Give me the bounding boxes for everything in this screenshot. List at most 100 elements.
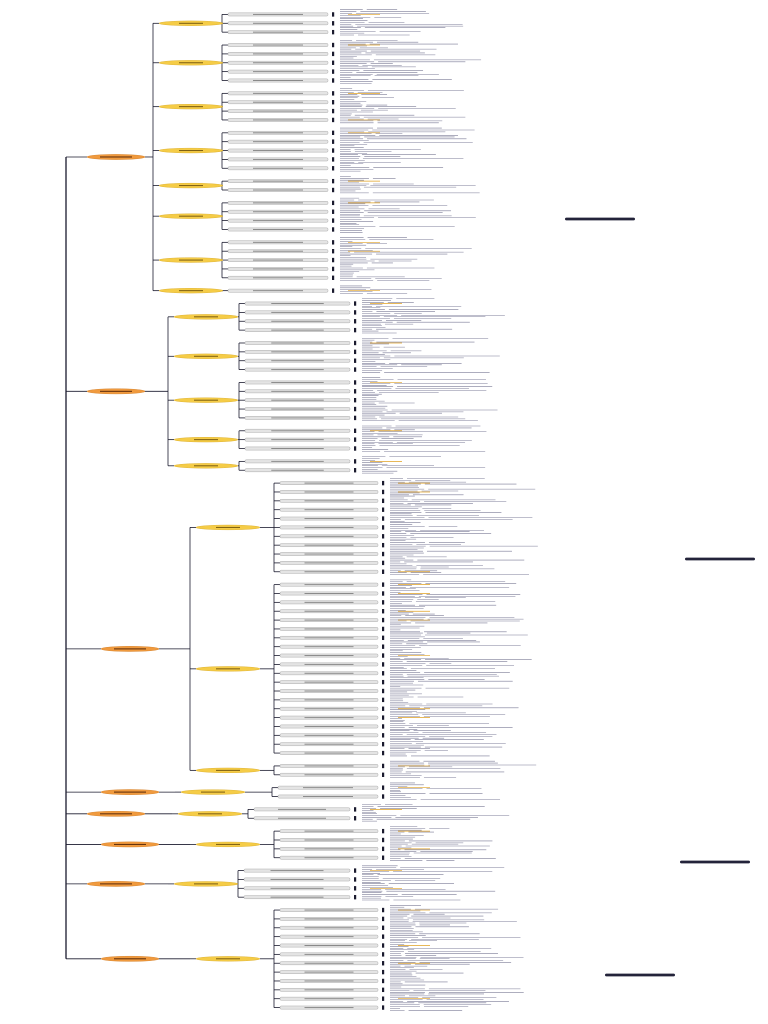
section-label-mark (114, 791, 146, 793)
leaf-label-mark (253, 141, 303, 143)
leaf-label-mark (253, 202, 303, 204)
leaf-label-mark (304, 518, 354, 520)
leaf-end-marker (382, 516, 385, 521)
group-label-mark (216, 769, 240, 771)
leaf-label-mark (271, 439, 324, 441)
leaf-end-marker (382, 996, 385, 1001)
leaf-end-marker (332, 218, 335, 223)
leaf-label-mark (271, 329, 324, 331)
leaf-end-marker (332, 117, 335, 123)
group-label-mark (179, 106, 203, 108)
leaf-end-marker (332, 139, 335, 144)
leaf-end-marker (382, 855, 385, 860)
summary-pill (565, 217, 635, 221)
group-label-mark (216, 668, 240, 670)
leaf-end-marker (382, 978, 385, 984)
leaf-end-marker (382, 591, 385, 596)
leaf-label-mark (304, 628, 354, 630)
leaf-end-marker (382, 969, 385, 975)
group-label-mark (179, 185, 203, 187)
leaf-end-marker (354, 301, 357, 306)
leaf-label-mark (253, 22, 303, 24)
leaf-label-mark (253, 92, 303, 94)
leaf-label-mark (304, 725, 354, 727)
leaf-label-mark (304, 526, 354, 528)
leaf-end-marker (382, 987, 385, 993)
leaf-end-marker (332, 78, 335, 83)
leaf-end-marker (332, 157, 335, 162)
section-label-mark (100, 883, 132, 885)
leaf-end-marker (382, 724, 385, 729)
leaf-end-marker (382, 498, 385, 504)
leaf-end-marker (382, 907, 385, 913)
group-label-mark (194, 439, 218, 441)
leaf-end-marker (382, 785, 385, 790)
leaf-label-mark (304, 953, 354, 955)
leaf-end-marker (382, 489, 385, 495)
leaf-label-mark (304, 610, 354, 612)
leaf-label-mark (304, 848, 354, 850)
leaf-label-mark (304, 989, 354, 991)
leaf-label-mark (304, 500, 354, 502)
leaf-end-marker (382, 644, 385, 649)
leaf-label-mark (253, 101, 303, 103)
section-label-mark (100, 813, 132, 815)
leaf-label-mark (253, 290, 303, 292)
group-label-mark (194, 355, 218, 357)
section-label-mark (114, 958, 146, 960)
leaf-end-marker (382, 934, 385, 939)
group-label-mark (179, 259, 203, 261)
leaf-end-marker (354, 367, 357, 372)
section-label-mark (114, 843, 146, 845)
leaf-end-marker (382, 837, 385, 843)
leaf-end-marker (382, 542, 385, 548)
leaf-label-mark (304, 672, 354, 674)
leaf-end-marker (354, 389, 357, 394)
section-label-mark (100, 156, 132, 158)
leaf-label-mark (253, 150, 303, 152)
leaf-label-mark (304, 482, 354, 484)
group-label-mark (179, 62, 203, 64)
leaf-label-mark (304, 544, 354, 546)
leaf-label-mark (271, 351, 324, 353)
leaf-end-marker (332, 257, 335, 263)
leaf-end-marker (382, 679, 385, 685)
leaf-label-mark (271, 303, 324, 305)
leaf-label-mark (278, 817, 326, 819)
leaf-end-marker (382, 943, 385, 948)
leaf-end-marker (382, 635, 385, 641)
leaf-label-mark (253, 13, 303, 15)
leaf-end-marker (332, 108, 335, 114)
leaf-end-marker (332, 100, 335, 105)
leaf-end-marker (354, 415, 357, 421)
leaf-label-mark (253, 31, 303, 33)
group-label-mark (201, 791, 225, 793)
leaf-end-marker (382, 662, 385, 667)
leaf-label-mark (304, 734, 354, 736)
leaf-label-mark (271, 460, 324, 462)
leaf-end-marker (332, 12, 335, 17)
leaf-label-mark (271, 448, 324, 450)
leaf-label-mark (253, 44, 303, 46)
leaf-label-mark (303, 796, 353, 798)
group-label-mark (216, 958, 240, 960)
leaf-label-mark (304, 646, 354, 648)
leaf-end-marker (354, 349, 357, 355)
leaf-label-mark (304, 491, 354, 493)
leaf-label-mark (253, 158, 303, 160)
group-label-mark (179, 22, 203, 24)
leaf-end-marker (332, 275, 335, 280)
leaf-label-mark (304, 699, 354, 701)
leaf-end-marker (382, 715, 385, 720)
leaf-label-mark (304, 765, 354, 767)
group-label-mark (194, 399, 218, 401)
summary-pill (685, 557, 755, 561)
leaf-end-marker (354, 446, 357, 451)
leaf-end-marker (382, 534, 385, 539)
section-label-mark (100, 390, 132, 392)
leaf-label-mark (270, 896, 324, 898)
leaf-label-mark (253, 220, 303, 222)
leaf-label-mark (271, 360, 324, 362)
leaf-label-mark (304, 553, 354, 555)
group-label-mark (194, 465, 218, 467)
